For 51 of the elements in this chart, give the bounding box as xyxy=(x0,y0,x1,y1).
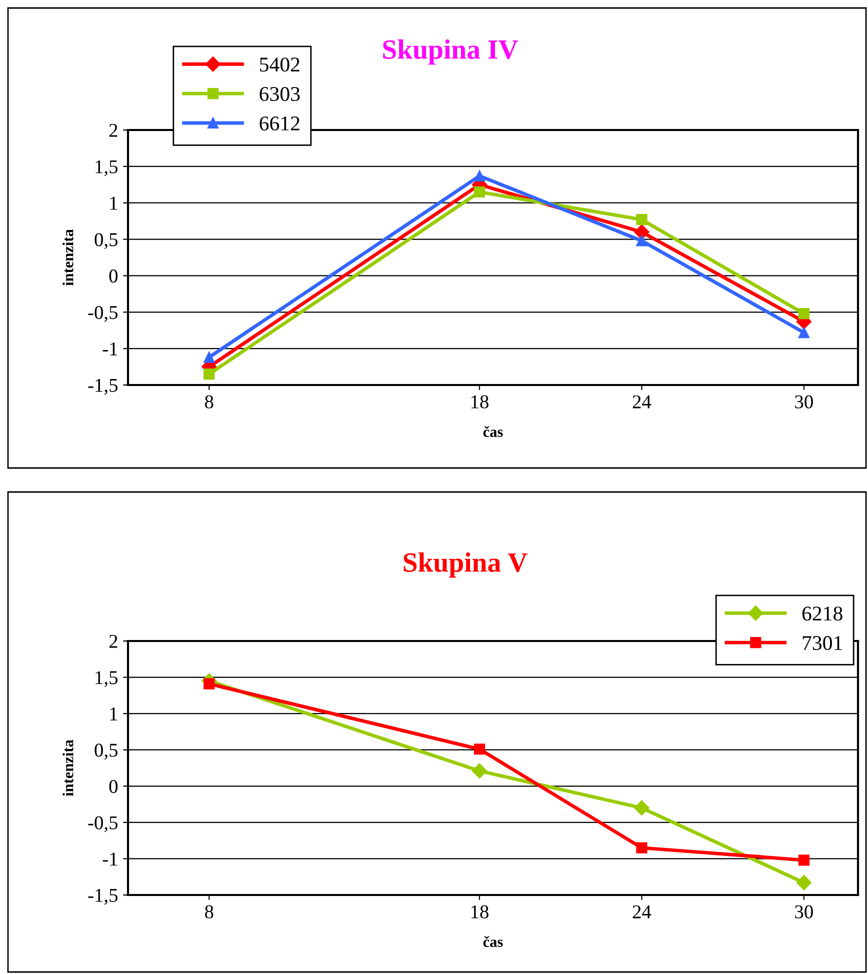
x-tick-label: 8 xyxy=(204,905,214,918)
point xyxy=(634,224,650,240)
point xyxy=(204,368,215,380)
x-axis-title: čas xyxy=(483,426,503,437)
point xyxy=(474,170,486,182)
x-tick-label: 24 xyxy=(632,395,652,408)
y-tick-label: -1 xyxy=(102,852,118,866)
point xyxy=(204,352,215,363)
point xyxy=(472,763,488,778)
y-tick-label: -0,5 xyxy=(88,816,118,832)
point xyxy=(474,186,486,198)
point xyxy=(636,842,648,854)
point xyxy=(636,214,648,226)
x-tick-label: 24 xyxy=(632,905,652,918)
y-tick-label: 1 xyxy=(110,196,118,210)
x-axis-title: čas xyxy=(483,936,503,947)
legend-label: 6303 xyxy=(260,87,300,102)
y-tick-label: 2 xyxy=(109,124,118,137)
x-tick-label: 30 xyxy=(795,905,813,918)
y-tick-label: 1,5 xyxy=(96,160,118,176)
y-tick-label: -1,5 xyxy=(88,378,118,395)
y-axis-title: intenzita xyxy=(62,229,74,286)
x-tick-label: 18 xyxy=(471,905,488,918)
y-tick-label: 0,5 xyxy=(94,233,118,250)
point xyxy=(798,326,810,338)
point xyxy=(796,875,812,890)
y-tick-label: -1 xyxy=(102,342,118,356)
chart-title: Skupina IV xyxy=(383,39,518,65)
legend-label: 5402 xyxy=(260,58,300,72)
x-tick-label: 18 xyxy=(471,395,488,408)
y-tick-label: 2 xyxy=(109,634,118,648)
point xyxy=(798,308,810,320)
y-tick-label: 0,5 xyxy=(94,744,118,760)
y-axis-title: intenzita xyxy=(62,740,74,796)
chart-title: Skupina V xyxy=(404,552,528,578)
point xyxy=(798,854,810,866)
legend-label: 6218 xyxy=(802,606,842,621)
point xyxy=(634,800,650,816)
legend-label: 6612 xyxy=(260,116,300,130)
y-tick-label: -1,5 xyxy=(88,888,118,905)
y-tick-label: 0 xyxy=(109,270,118,283)
legend-label: 7301 xyxy=(802,636,842,650)
point xyxy=(204,678,215,690)
x-tick-label: 8 xyxy=(204,395,214,408)
point xyxy=(636,235,648,246)
y-tick-label: 1,5 xyxy=(96,671,118,688)
x-tick-label: 30 xyxy=(795,395,813,408)
point xyxy=(474,744,486,755)
y-tick-label: 1 xyxy=(110,707,118,720)
y-tick-label: -0,5 xyxy=(88,306,118,322)
y-tick-label: 0 xyxy=(109,780,118,794)
